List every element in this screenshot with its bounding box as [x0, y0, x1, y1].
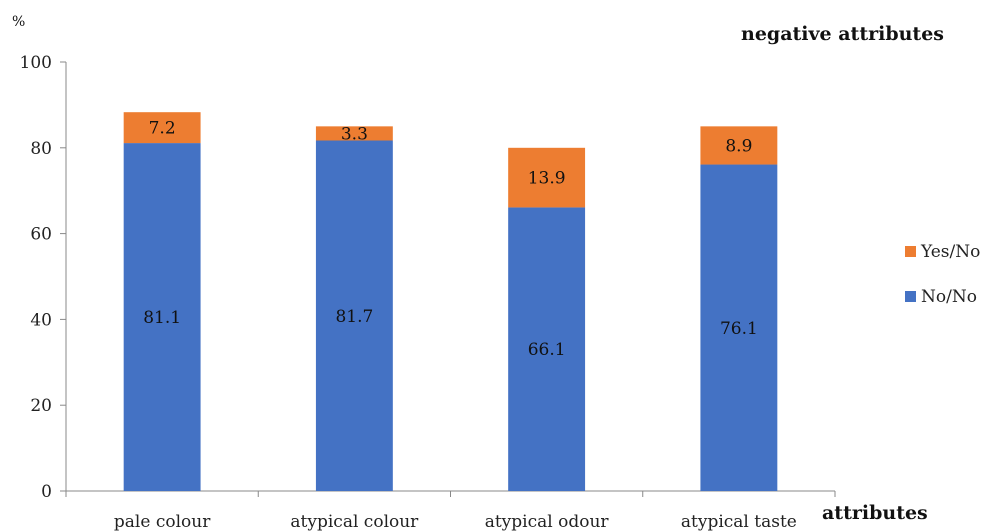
x-axis-label: attributes	[822, 502, 928, 524]
legend: Yes/No No/No	[905, 242, 980, 307]
y-tick-label: 20	[30, 396, 52, 416]
data-label: 7.2	[149, 119, 176, 139]
x-category-label: atypical taste	[681, 512, 797, 532]
chart-title: negative attributes	[741, 23, 944, 45]
data-label: 76.1	[720, 319, 758, 339]
bars: 81.1 7.2 81.7 3.3 66.1 13.9 76.1 8.9	[123, 112, 778, 491]
data-label: 81.7	[335, 307, 373, 327]
y-tick-label: 100	[20, 53, 52, 73]
bar-segment-yes-no	[315, 126, 393, 141]
data-label: 13.9	[528, 169, 566, 189]
bar-segment-no-no	[123, 143, 201, 491]
y-tick-label: 0	[41, 482, 52, 502]
bar-segment-no-no	[700, 164, 778, 491]
x-category-label: pale colour	[114, 512, 211, 532]
data-label: 8.9	[725, 136, 752, 156]
bar-segment-yes-no	[700, 126, 778, 165]
legend-label: Yes/No	[920, 242, 980, 262]
y-axis-label: %	[12, 14, 25, 30]
x-category-label: atypical colour	[290, 512, 419, 532]
y-tick-label: 40	[30, 310, 52, 330]
legend-label: No/No	[921, 287, 977, 307]
y-axis: 0 20 40 60 80 100	[20, 53, 67, 502]
data-label: 81.1	[143, 308, 181, 328]
legend-swatch	[905, 291, 916, 302]
bar-segment-no-no	[508, 207, 586, 491]
bar-segment-no-no	[315, 140, 393, 491]
y-tick-label: 60	[30, 225, 52, 245]
bar-segment-yes-no	[123, 112, 201, 144]
data-label: 66.1	[528, 340, 566, 360]
y-tick-label: 80	[30, 139, 52, 159]
data-label: 3.3	[341, 124, 368, 144]
x-axis: pale colour atypical colour atypical odour…	[65, 490, 836, 532]
x-category-label: atypical odour	[485, 512, 610, 532]
legend-swatch	[905, 246, 916, 257]
bar-segment-yes-no	[508, 147, 586, 208]
